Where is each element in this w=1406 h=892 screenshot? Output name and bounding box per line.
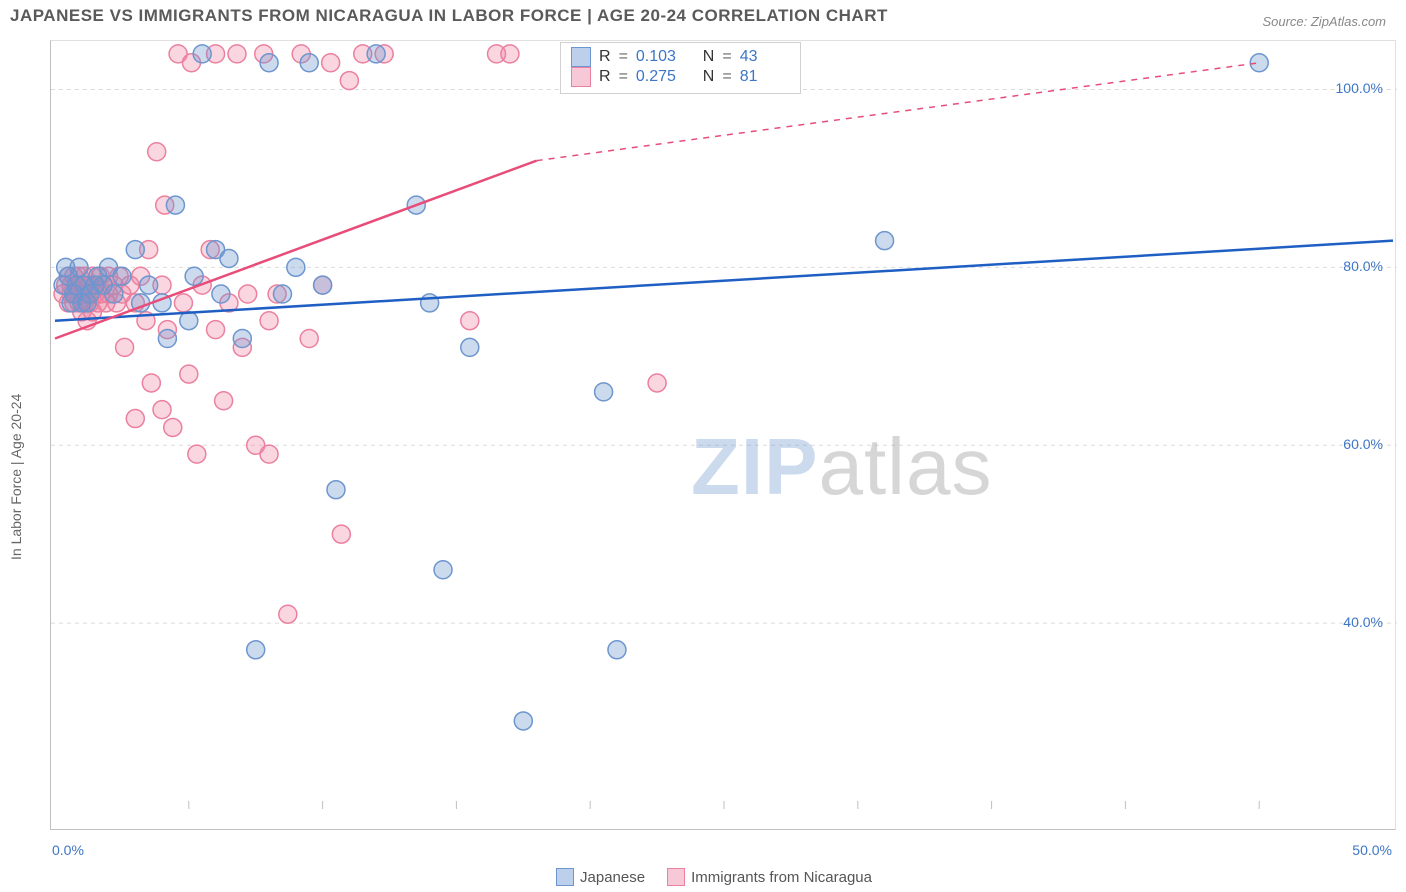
stats-n-value: 43 <box>740 48 790 66</box>
stats-n-label: N <box>694 68 714 86</box>
y-tick-label: 100.0% <box>1336 80 1383 96</box>
chart-title: JAPANESE VS IMMIGRANTS FROM NICARAGUA IN… <box>10 6 888 25</box>
stats-r-label: R <box>599 68 611 86</box>
plot-area: ZIPatlas 40.0%60.0%80.0%100.0% <box>50 40 1396 830</box>
stats-swatch <box>571 67 591 87</box>
y-tick-label: 80.0% <box>1343 258 1383 274</box>
legend-label: Immigrants from Nicaragua <box>691 869 872 886</box>
legend-label: Japanese <box>580 869 645 886</box>
x-tick-label: 50.0% <box>1352 842 1392 858</box>
stats-box: R = 0.103 N = 43 R = 0.275 N = 81 <box>560 42 801 94</box>
scatter-svg <box>51 41 1397 831</box>
stats-row: R = 0.275 N = 81 <box>571 67 790 87</box>
stats-row: R = 0.103 N = 43 <box>571 47 790 67</box>
stats-r-value: 0.275 <box>636 68 686 86</box>
legend-swatch <box>556 868 574 886</box>
equals-sign: = <box>619 48 628 66</box>
stats-r-value: 0.103 <box>636 48 686 66</box>
y-tick-label: 60.0% <box>1343 436 1383 452</box>
x-tick-label: 0.0% <box>52 842 84 858</box>
stats-n-label: N <box>694 48 714 66</box>
equals-sign: = <box>722 48 731 66</box>
chart-container: JAPANESE VS IMMIGRANTS FROM NICARAGUA IN… <box>0 0 1406 892</box>
equals-sign: = <box>722 68 731 86</box>
stats-n-value: 81 <box>740 68 790 86</box>
source-label: Source: ZipAtlas.com <box>1262 14 1386 29</box>
legend-swatch <box>667 868 685 886</box>
stats-swatch <box>571 47 591 67</box>
y-tick-label: 40.0% <box>1343 614 1383 630</box>
legend-bottom: Japanese Immigrants from Nicaragua <box>0 868 1406 886</box>
title-bar: JAPANESE VS IMMIGRANTS FROM NICARAGUA IN… <box>10 6 1396 36</box>
stats-r-label: R <box>599 48 611 66</box>
equals-sign: = <box>619 68 628 86</box>
y-axis-label: In Labor Force | Age 20-24 <box>8 394 24 560</box>
